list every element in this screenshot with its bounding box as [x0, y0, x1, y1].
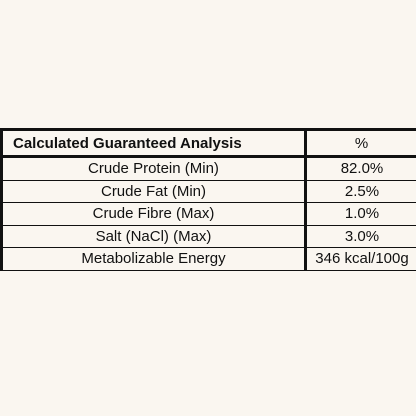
nutrient-name: Salt (NaCl) (Max): [0, 224, 306, 248]
nutrient-value: 2.5%: [304, 179, 416, 203]
nutrient-name: Crude Fat (Min): [0, 179, 306, 203]
table-row: Crude Fat (Min) 2.5%: [0, 179, 416, 203]
unit-header: %: [305, 128, 416, 158]
nutrient-name: Metabolizable Energy: [0, 247, 306, 271]
nutrient-value: 346 kcal/100g: [304, 247, 416, 271]
table-row: Crude Protein (Min) 82.0%: [0, 156, 416, 181]
table-row: Salt (NaCl) (Max) 3.0%: [0, 224, 416, 248]
table-row: Crude Fibre (Max) 1.0%: [0, 202, 416, 226]
nutrient-name: Crude Fibre (Max): [0, 202, 306, 226]
guaranteed-analysis-table: Calculated Guaranteed Analysis % Crude P…: [0, 128, 416, 271]
table-title: Calculated Guaranteed Analysis: [0, 128, 307, 158]
nutrient-name: Crude Protein (Min): [0, 156, 306, 181]
nutrient-value: 82.0%: [304, 156, 416, 181]
nutrient-value: 1.0%: [304, 202, 416, 226]
table-row: Metabolizable Energy 346 kcal/100g: [0, 247, 416, 271]
table-header: Calculated Guaranteed Analysis %: [0, 128, 416, 158]
header-row: Calculated Guaranteed Analysis %: [0, 128, 416, 158]
table-body: Crude Protein (Min) 82.0% Crude Fat (Min…: [0, 156, 416, 271]
nutrient-value: 3.0%: [304, 224, 416, 248]
